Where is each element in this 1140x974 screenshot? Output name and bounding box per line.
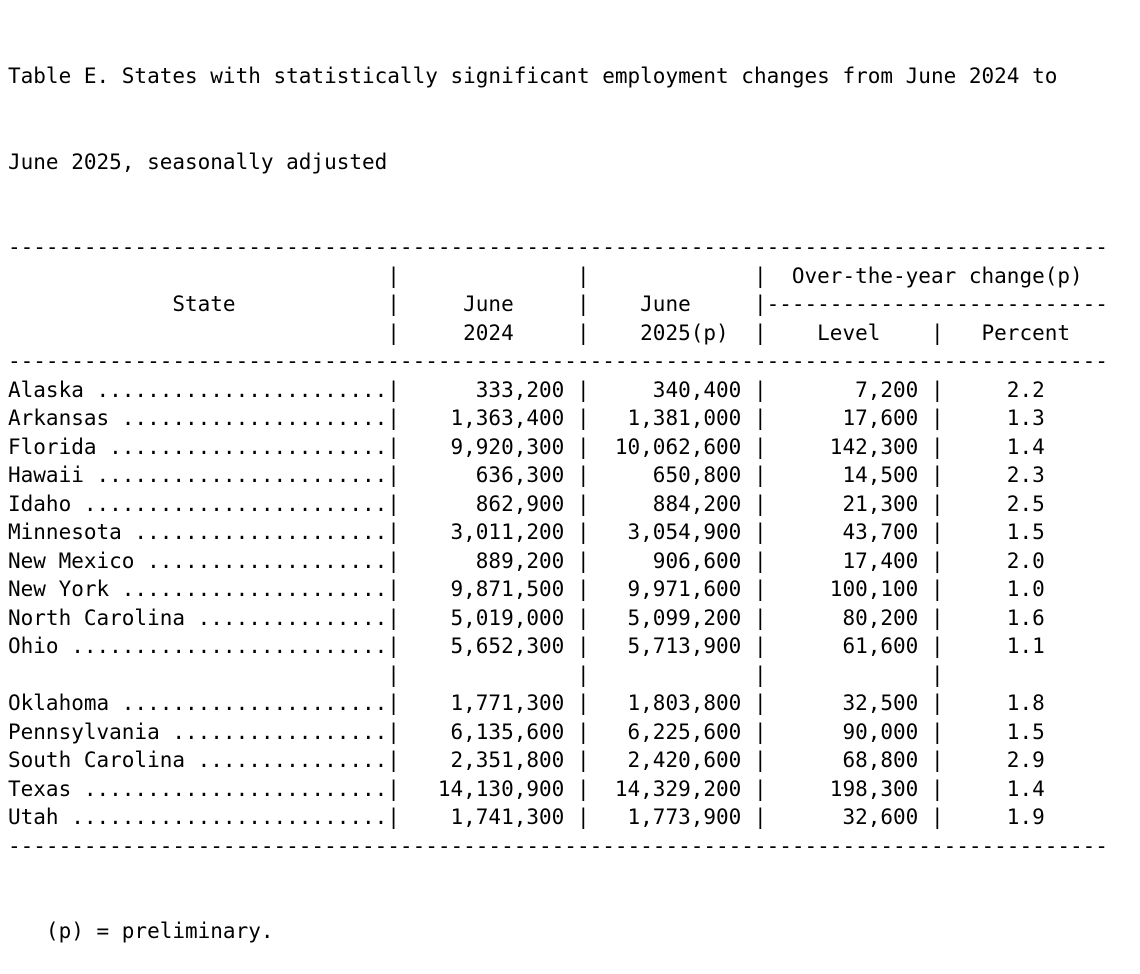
table-row: Utah .........................| 1,741,30…: [8, 805, 1045, 829]
rule-line: ----------------------------------------…: [8, 833, 1108, 858]
table-title-line-2: June 2025, seasonally adjusted: [8, 149, 388, 174]
table-row: Pennsylvania .................| 6,135,60…: [8, 719, 1045, 744]
table-row: Arkansas .....................| 1,363,40…: [8, 406, 1045, 430]
table-row: South Carolina ...............| 2,351,80…: [8, 748, 1045, 772]
table-row: Ohio .........................| 5,652,30…: [8, 634, 1045, 658]
header-row-3: | 2024 | 2025(p) | Level | Percent: [8, 320, 1071, 345]
table-row: Idaho ........................| 862,900 …: [8, 491, 1045, 516]
table-row: North Carolina ...............| 5,019,00…: [8, 605, 1045, 630]
table-row: Florida ......................| 9,920,30…: [8, 434, 1045, 459]
table-row: Minnesota ....................| 3,011,20…: [8, 520, 1045, 544]
table-title-line-1: Table E. States with statistically signi…: [8, 64, 1058, 88]
table-row: Hawaii .......................| 636,300 …: [8, 463, 1045, 487]
table-row: Texas ........................| 14,130,9…: [8, 776, 1045, 801]
table-row: New Mexico ...................| 889,200 …: [8, 548, 1045, 573]
table-row: New York .....................| 9,871,50…: [8, 577, 1045, 601]
footnote: (p) = preliminary.: [45, 919, 274, 943]
rule-line: ----------------------------------------…: [8, 349, 1108, 373]
header-row-2: State | June | June |-------------------…: [8, 292, 1108, 316]
table-row: Oklahoma .....................| 1,771,30…: [8, 691, 1045, 715]
separator-row: | | | |: [8, 662, 944, 687]
rule-line: ----------------------------------------…: [8, 235, 1108, 259]
table-e-document: Table E. States with statistically signi…: [8, 64, 1108, 943]
table-row: Alaska .......................| 333,200 …: [8, 377, 1045, 402]
header-row-1: | | | Over-the-year change(p): [8, 263, 1083, 288]
ascii-table: ----------------------------------------…: [8, 233, 1140, 860]
